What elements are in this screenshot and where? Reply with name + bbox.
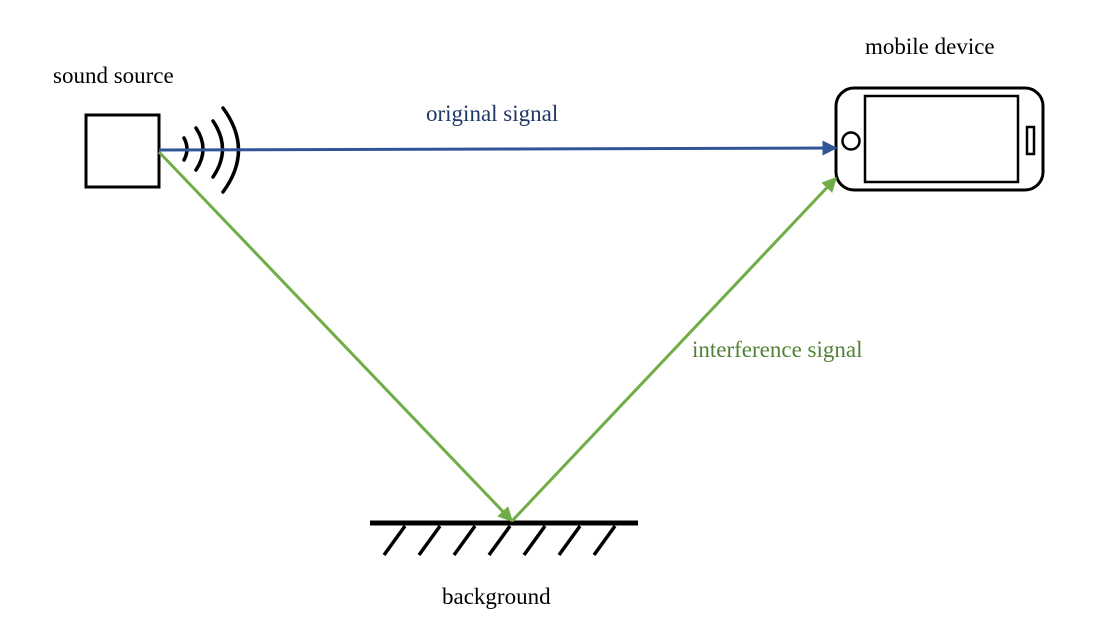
smartphone-icon (834, 86, 1045, 192)
phone-screen (863, 94, 1020, 184)
phone-body (834, 86, 1045, 192)
background-label: background (442, 584, 551, 609)
interference-signal-reflected-arrow (510, 176, 838, 523)
interference-signal-label: interference signal (692, 337, 863, 362)
sound-source-label: sound source (53, 63, 174, 88)
speaker-box-icon (84, 113, 161, 189)
interference-signal-incident-arrow (157, 150, 514, 523)
original-signal-label: original signal (426, 101, 559, 126)
phone-side-button (1025, 125, 1036, 156)
hatched-ground-icon (370, 520, 638, 557)
mobile-device-label: mobile device (865, 34, 995, 59)
original-signal-arrow (158, 140, 838, 156)
phone-home-button (841, 131, 861, 151)
